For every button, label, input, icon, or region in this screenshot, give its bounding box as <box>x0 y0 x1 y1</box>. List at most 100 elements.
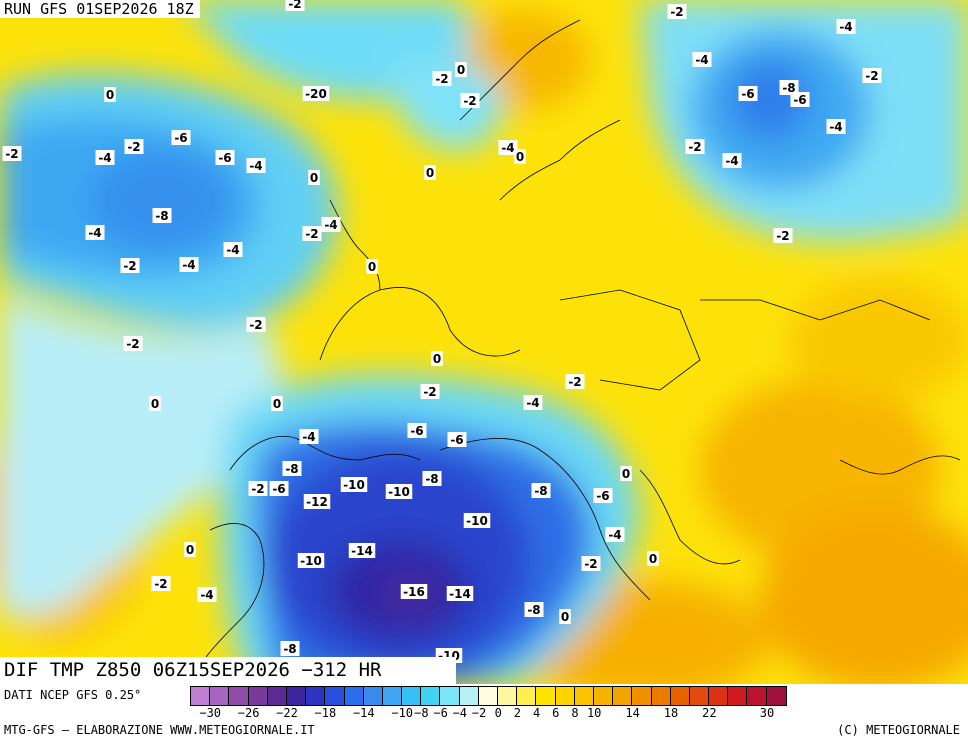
isotherm-label: -4 <box>223 242 243 257</box>
svg-text:0: 0 <box>622 467 630 481</box>
svg-text:-20: -20 <box>305 87 327 101</box>
isotherm-label: 0 <box>431 351 443 366</box>
color-legend-bar <box>190 686 787 706</box>
isotherm-label: -4 <box>95 150 115 165</box>
svg-text:-8: -8 <box>534 484 547 498</box>
svg-text:0: 0 <box>457 63 465 77</box>
svg-text:-14: -14 <box>351 544 373 558</box>
isotherm-label: -2 <box>862 68 882 83</box>
legend-swatch <box>421 687 441 705</box>
legend-swatch <box>670 687 690 705</box>
legend-swatch <box>440 687 460 705</box>
isotherm-label: -20 <box>302 86 330 101</box>
isotherm-label: -4 <box>523 395 543 410</box>
svg-text:-10: -10 <box>388 485 410 499</box>
isotherm-label: -8 <box>282 461 302 476</box>
legend-tick-label: −10 <box>391 706 414 720</box>
isotherm-label: -2 <box>248 481 268 496</box>
isotherm-label: -8 <box>152 208 172 223</box>
legend-swatch <box>517 687 537 705</box>
svg-text:-16: -16 <box>403 585 425 599</box>
isotherm-label: -4 <box>836 19 856 34</box>
isotherm-label: -12 <box>303 494 331 509</box>
isotherm-label: -10 <box>385 484 413 499</box>
legend-tick-label: −26 <box>237 706 260 720</box>
isotherm-label: -10 <box>340 477 368 492</box>
isotherm-label: 0 <box>455 62 467 77</box>
isotherm-label: 0 <box>271 396 283 411</box>
legend-swatch <box>306 687 326 705</box>
isotherm-label: -6 <box>407 423 427 438</box>
svg-text:-2: -2 <box>126 337 139 351</box>
isotherm-label: -6 <box>215 150 235 165</box>
legend-swatch <box>382 687 403 705</box>
isotherm-label: -2 <box>685 139 705 154</box>
svg-text:-8: -8 <box>527 603 540 617</box>
isotherm-label: -2 <box>123 336 143 351</box>
isotherm-label: 0 <box>104 87 116 102</box>
isotherm-label: -2 <box>565 374 585 389</box>
isotherm-label: -2 <box>420 384 440 399</box>
svg-text:0: 0 <box>151 397 159 411</box>
svg-text:-2: -2 <box>865 69 878 83</box>
svg-text:-2: -2 <box>305 227 318 241</box>
svg-text:-8: -8 <box>283 642 296 656</box>
isotherm-label: -2 <box>120 258 140 273</box>
isotherm-label: -2 <box>285 0 305 11</box>
legend-swatch <box>728 687 748 705</box>
legend-swatch <box>325 687 345 705</box>
svg-text:-6: -6 <box>450 433 463 447</box>
svg-text:-4: -4 <box>182 258 195 272</box>
legend-tick-label: 4 <box>532 706 541 720</box>
isotherm-label: 0 <box>647 551 659 566</box>
legend-swatch <box>613 687 633 705</box>
legend-tick-label: −8 <box>414 706 429 720</box>
svg-text:-2: -2 <box>127 140 140 154</box>
isotherm-label: 0 <box>559 609 571 624</box>
isotherm-label: -4 <box>605 527 625 542</box>
svg-text:-4: -4 <box>249 159 262 173</box>
isotherm-label: -4 <box>722 153 742 168</box>
isotherm-label: -2 <box>246 317 266 332</box>
isotherm-label: -4 <box>197 587 217 602</box>
legend-swatch <box>286 687 307 705</box>
legend-swatch <box>651 687 671 705</box>
legend-swatch <box>191 687 211 705</box>
svg-text:0: 0 <box>426 166 434 180</box>
legend-swatch <box>344 687 364 705</box>
isotherm-label: 0 <box>366 259 378 274</box>
isotherm-label: -4 <box>85 225 105 240</box>
isotherm-label: -4 <box>179 257 199 272</box>
legend-tick-label: −2 <box>471 706 487 720</box>
isotherm-label: -8 <box>524 602 544 617</box>
svg-text:-2: -2 <box>249 318 262 332</box>
legend-swatch <box>632 687 652 705</box>
svg-text:-10: -10 <box>300 554 322 568</box>
legend-swatch <box>363 687 383 705</box>
svg-text:-10: -10 <box>343 478 365 492</box>
legend-swatch <box>574 687 594 705</box>
legend-tick-label: 0 <box>494 706 502 720</box>
temperature-anomaly-map: -2 -2 -4 -4 -2 0 -2 -8 -6 -6 -20 -2 0 -4 -6 -2 -2 -4 0 -2 -4… <box>0 0 968 684</box>
legend-swatch <box>248 687 268 705</box>
isotherm-label: -4 <box>246 158 266 173</box>
svg-text:-2: -2 <box>288 0 301 11</box>
svg-text:-6: -6 <box>174 131 187 145</box>
isotherm-label: -6 <box>171 130 191 145</box>
svg-text:-4: -4 <box>302 430 315 444</box>
legend-swatch <box>593 687 614 705</box>
legend-swatch <box>747 687 767 705</box>
svg-text:-6: -6 <box>596 489 609 503</box>
data-source-label: DATI NCEP GFS 0.25° <box>4 688 142 702</box>
isotherm-label: -6 <box>738 86 758 101</box>
footer: DATI NCEP GFS 0.25° −30 −26 −22 −18 −14 −10 −8… <box>0 684 968 745</box>
svg-text:0: 0 <box>433 352 441 366</box>
isotherm-label: -4 <box>826 119 846 134</box>
legend-tick-label: 8 <box>571 706 579 720</box>
legend-tick-label: −6 <box>433 706 448 720</box>
legend-tick-label: −22 <box>276 706 298 720</box>
isotherm-label: -6 <box>269 481 289 496</box>
legend-tick-label: 30 <box>759 706 775 720</box>
svg-text:-2: -2 <box>123 259 136 273</box>
svg-text:-6: -6 <box>741 87 754 101</box>
